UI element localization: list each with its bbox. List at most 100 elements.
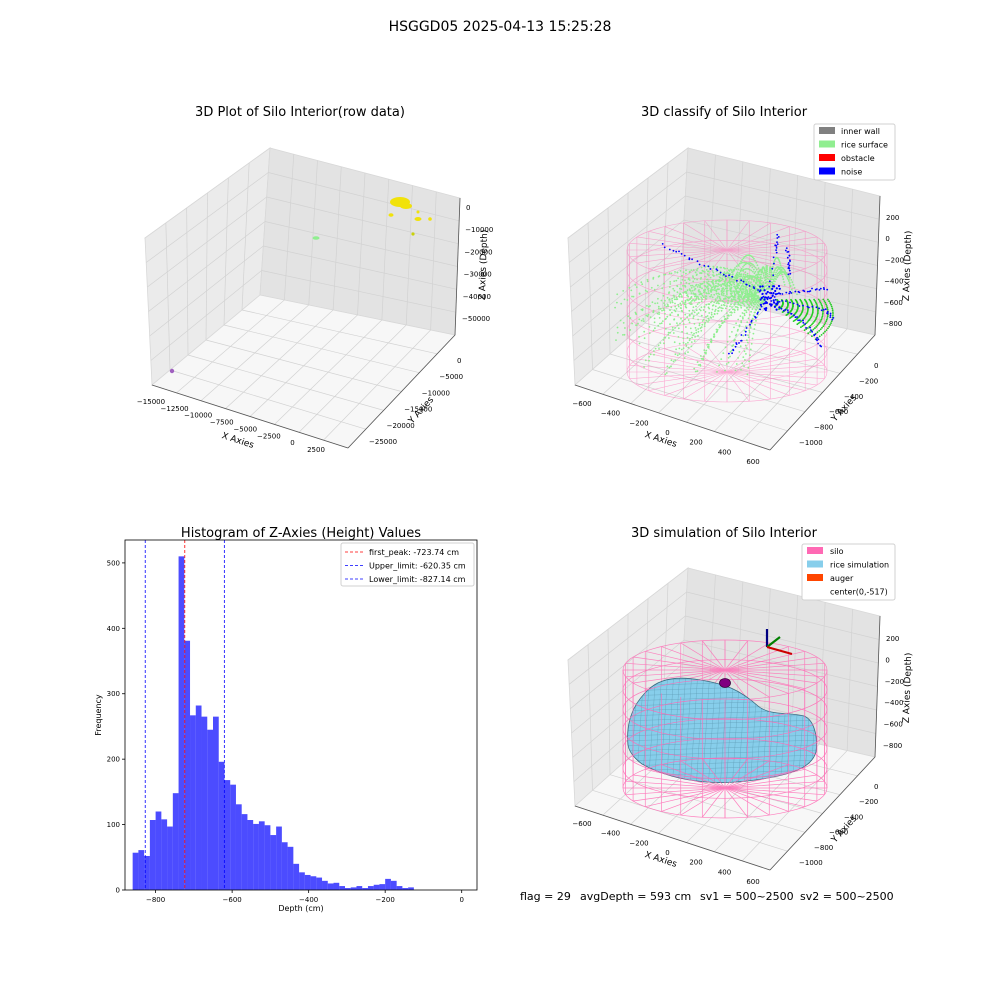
hist-bar <box>345 888 351 890</box>
classify-legend-swatch <box>819 127 835 134</box>
raw-x-tick-label: 2500 <box>307 446 325 454</box>
sim-x-tick-label: 400 <box>718 868 731 876</box>
cls-x-tick-label: 0 <box>665 429 669 437</box>
footer-sv1: sv1 = 500~2500 <box>700 890 794 903</box>
cls-z-tick-label: 200 <box>886 214 899 222</box>
hist-bar <box>132 852 139 890</box>
cls-y-tick-label: −200 <box>859 377 878 385</box>
sim-silo-wireframe-front <box>622 659 828 819</box>
hist-x-tick-label: −600 <box>223 896 242 904</box>
classify-legend-swatch <box>819 140 835 148</box>
hist-bar <box>367 886 374 890</box>
panel-raw-title: 3D Plot of Silo Interior(row data) <box>195 105 405 120</box>
sim-y-tick-label: −600 <box>829 829 848 837</box>
hist-bar <box>218 761 225 890</box>
panel-classify: 3D classify of Silo Interior −600 −400 −20… <box>567 105 914 466</box>
hist-bar <box>264 825 271 890</box>
hist-y-tick-label: 100 <box>107 821 120 829</box>
hist-x-label: Depth (cm) <box>278 904 323 913</box>
hist-bar <box>287 846 294 890</box>
hist-bar <box>213 716 219 890</box>
cls-z-tick-label: −600 <box>884 299 903 307</box>
classify-legend-label: obstacle <box>841 154 875 163</box>
cls-y-tick-label: −800 <box>814 424 833 432</box>
raw-z-label: Z Axies (Depth) <box>478 230 490 301</box>
raw-x-tick-label: −15000 <box>137 398 165 406</box>
hist-x-tick-label: −400 <box>299 896 318 904</box>
hist-bar <box>385 878 391 890</box>
hist-y-tick-label: 400 <box>107 625 120 633</box>
sim-y-tick-label: −400 <box>844 813 863 821</box>
sim-y-tick-label: −1000 <box>799 859 823 867</box>
cls-x-tick-label: −400 <box>601 410 620 418</box>
hist-bar <box>270 835 277 890</box>
hist-bar <box>322 880 328 890</box>
hist-x-tick-label: −800 <box>146 896 165 904</box>
hist-bar <box>195 705 202 890</box>
hist-bar <box>333 882 340 890</box>
hist-bar <box>167 826 173 890</box>
raw-z-tick-label: −10000 <box>465 226 493 234</box>
panel-simulation: 3D simulation of Silo Interior <box>567 526 914 886</box>
hist-bar <box>402 888 409 890</box>
sim-x-tick-label: −400 <box>601 830 620 838</box>
cls-x-tick-label: 400 <box>718 448 731 456</box>
hist-bar <box>178 556 185 890</box>
hist-bar <box>304 874 311 890</box>
hist-bar <box>184 640 191 890</box>
sim-y-tick-label: −200 <box>859 798 878 806</box>
sim-legend: silo rice simulation auger center(0,-517) <box>801 543 896 601</box>
sim-legend-label: center(0,-517) <box>830 588 888 597</box>
hist-bar <box>373 884 380 890</box>
raw-x-tick-label: 0 <box>290 439 294 447</box>
sim-z-tick-label: −800 <box>883 742 902 750</box>
hist-bar <box>224 780 231 890</box>
hist-bar <box>316 877 323 890</box>
hist-bar <box>396 886 403 890</box>
raw-x-label: X Axies <box>220 431 255 451</box>
sim-y-tick-label: 0 <box>874 783 878 791</box>
cls-y-tick-label: 0 <box>874 362 878 370</box>
hist-bar <box>144 855 150 890</box>
hist-legend-label: Upper_limit: -620.35 cm <box>369 562 466 571</box>
classify-z-ticks: 200 0 −200 −400 −600 −800 <box>883 214 904 328</box>
sim-x-ticks: −600 −400 −200 0 200 400 600 <box>572 820 759 886</box>
hist-legend-label: Lower_limit: -827.14 cm <box>369 575 466 584</box>
sim-z-ticks: 200 0 −200 −400 −600 −800 <box>883 635 904 750</box>
hist-bar <box>155 811 162 890</box>
sim-legend-swatch <box>807 574 823 581</box>
hist-legend: first_peak: -723.74 cm Upper_limit: -620.… <box>340 542 475 587</box>
cls-y-tick-label: −1000 <box>799 439 823 447</box>
sim-x-tick-label: 200 <box>689 859 702 867</box>
hist-bar <box>327 883 334 890</box>
raw-y-tick-label: −5000 <box>439 373 463 381</box>
raw-x-tick-label: −2500 <box>257 432 281 440</box>
sim-legend-label: auger <box>830 574 854 583</box>
sim-legend-label: rice simulation <box>830 561 889 570</box>
figure-suptitle: HSGGD05 2025-04-13 15:25:28 <box>389 19 612 35</box>
classify-z-label: Z Axies (Depth) <box>902 231 914 302</box>
hist-bar <box>356 886 363 890</box>
sim-legend-swatch <box>807 547 823 554</box>
cls-x-tick-label: 600 <box>746 458 759 466</box>
hist-bar <box>390 880 397 890</box>
hist-bar <box>350 887 357 890</box>
hist-bar <box>161 819 168 890</box>
hist-bar <box>235 804 242 890</box>
hist-y-tick-label: 300 <box>107 690 120 698</box>
sim-auger <box>719 678 731 688</box>
raw-z-tick-label: 0 <box>466 204 470 212</box>
hist-bar <box>138 850 145 890</box>
hist-bar <box>149 820 156 890</box>
cls-z-tick-label: −400 <box>884 278 903 286</box>
sim-title: 3D simulation of Silo Interior <box>631 526 818 541</box>
hist-bar <box>276 826 282 890</box>
hist-bar <box>258 821 265 890</box>
raw-x-tick-label: −10000 <box>184 412 212 420</box>
hist-bar <box>299 872 305 890</box>
footer-sv2: sv2 = 500~2500 <box>800 890 894 903</box>
cls-y-tick-label: −600 <box>829 408 848 416</box>
hist-bar <box>281 842 288 890</box>
sim-legend-label: silo <box>830 547 844 556</box>
sim-z-tick-label: −200 <box>885 678 904 686</box>
